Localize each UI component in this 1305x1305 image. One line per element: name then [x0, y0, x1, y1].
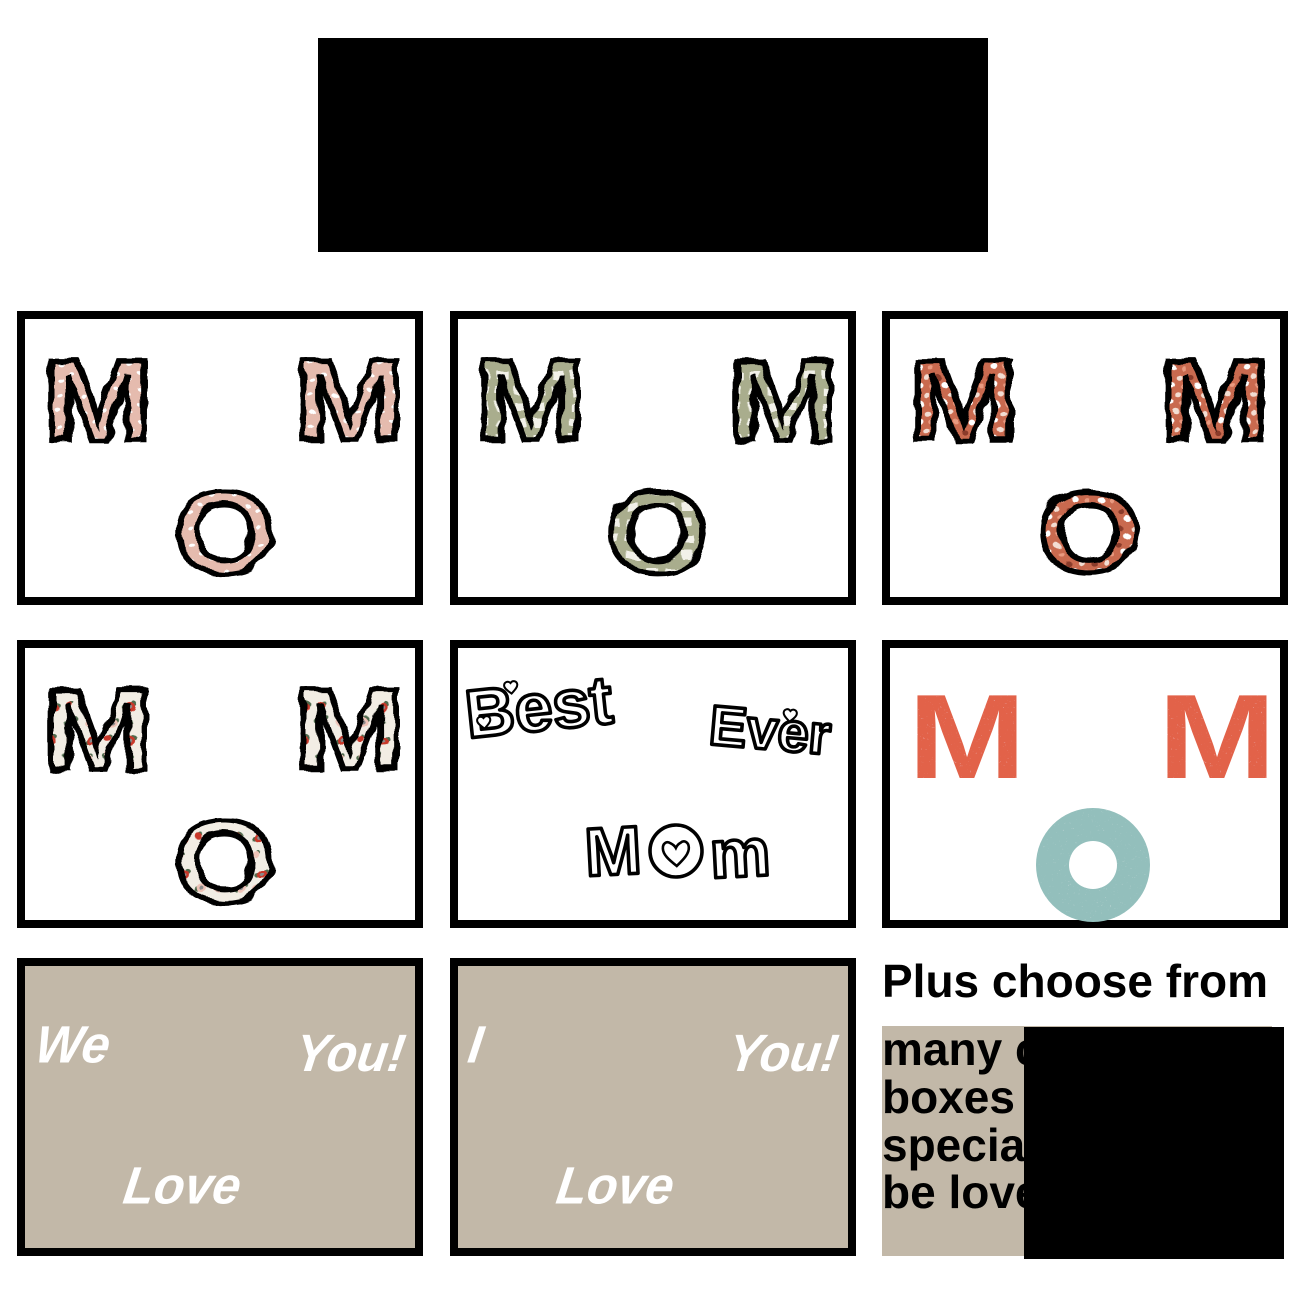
svg-text:You!: You! [292, 1023, 410, 1082]
svg-text:Love: Love [553, 1155, 678, 1214]
svg-text:M: M [583, 812, 644, 891]
svg-text:M: M [1160, 337, 1270, 465]
svg-text:Best: Best [462, 662, 617, 753]
svg-text:O: O [606, 469, 709, 597]
svg-text:M: M [43, 337, 153, 465]
svg-text:We: We [32, 1015, 114, 1074]
svg-text:I: I [465, 1015, 489, 1074]
svg-text:Ever: Ever [707, 693, 833, 766]
svg-text:M: M [728, 337, 838, 465]
svg-text:M: M [43, 666, 153, 794]
svg-text:M: M [908, 669, 1026, 803]
svg-text:O: O [173, 798, 276, 926]
svg-text:M: M [295, 666, 405, 794]
svg-text:O: O [1038, 469, 1141, 597]
svg-text:O: O [173, 469, 276, 597]
svg-text:Love: Love [120, 1155, 245, 1214]
svg-text:M: M [1158, 669, 1276, 803]
svg-text:m: m [708, 814, 772, 893]
svg-text:You!: You! [725, 1023, 843, 1082]
svg-text:M: M [476, 337, 586, 465]
svg-text:M: M [295, 337, 405, 465]
svg-text:M: M [908, 337, 1018, 465]
